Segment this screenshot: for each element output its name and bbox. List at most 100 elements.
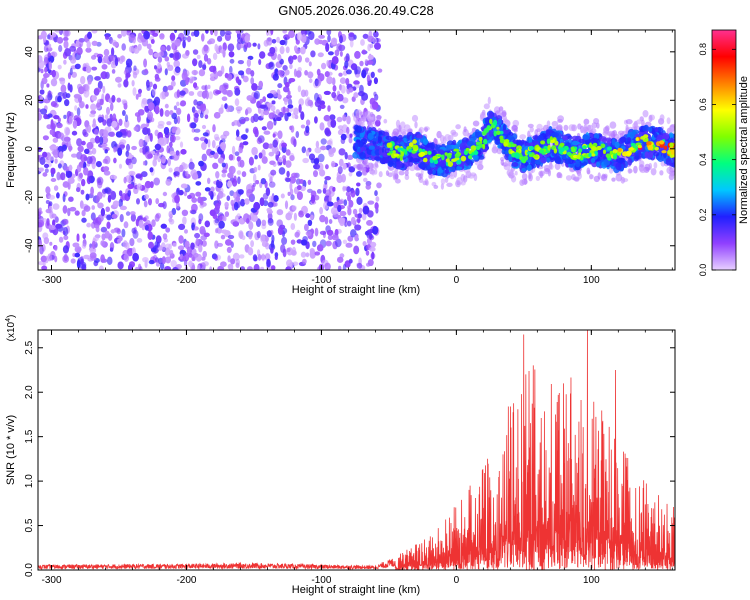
signal-halo-mark [433,184,439,189]
noise-mark [83,254,91,260]
noise-mark [76,187,81,193]
noise-mark [334,49,340,57]
noise-mark [166,61,170,67]
noise-mark [111,47,115,57]
noise-mark [337,93,344,102]
noise-mark [165,256,172,264]
signal-peak-mark [412,144,419,150]
noise-mark [81,178,86,187]
noise-mark [136,198,140,205]
noise-mark [296,191,303,201]
noise-mark [191,106,196,113]
noise-mark [118,118,123,126]
noise-mark [74,105,78,111]
noise-mark [315,140,320,148]
noise-mark [180,79,187,87]
noise-mark [74,210,80,216]
signal-band-mark [642,125,647,132]
noise-mark [63,59,67,65]
noise-mark [194,232,201,239]
noise-mark [253,90,260,100]
noise-mark [338,217,345,224]
noise-mark [271,265,276,270]
signal-halo-mark [666,166,673,175]
noise-mark [91,123,97,128]
noise-mark [90,103,97,111]
noise-mark [203,54,209,62]
noise-mark [121,43,126,51]
noise-mark [289,125,293,130]
noise-mark [308,78,313,84]
noise-mark [121,99,127,104]
noise-mark [188,161,195,170]
noise-mark [305,149,310,157]
noise-mark [337,256,344,263]
noise-mark [215,171,220,179]
signal-peak-mark [493,130,498,137]
noise-mark [210,150,215,155]
noise-mark [91,205,95,210]
noise-mark [319,122,325,131]
noise-mark [293,138,297,148]
noise-mark [361,69,367,79]
noise-mark [179,141,184,148]
noise-mark [332,85,337,92]
noise-mark [86,156,93,165]
noise-mark [91,95,97,101]
noise-mark [85,193,90,201]
noise-mark [142,257,149,263]
signal-band-mark [416,134,424,139]
signal-halo-mark [376,114,382,122]
noise-mark [238,147,243,154]
noise-mark [332,186,336,192]
noise-mark [132,87,137,96]
signal-peak-mark [496,126,500,130]
noise-mark [192,58,198,67]
noise-mark [56,37,64,44]
noise-mark [287,90,291,97]
noise-mark [169,249,174,257]
noise-mark [348,171,353,177]
noise-mark [370,241,377,248]
noise-mark [348,200,354,208]
noise-mark [201,90,207,99]
signal-band-mark [477,155,485,160]
signal-peak-mark [637,144,642,149]
signal-halo-mark [589,173,593,180]
noise-mark [111,95,116,103]
noise-mark [42,151,48,158]
noise-mark [271,39,277,44]
noise-mark [39,156,46,165]
signal-halo-mark [583,120,587,125]
noise-mark [314,78,319,87]
noise-mark [347,220,352,227]
noise-mark [144,105,148,112]
signal-halo-mark [577,172,582,180]
noise-mark [91,66,98,71]
noise-mark [91,160,96,170]
noise-mark [111,120,118,128]
noise-mark [367,35,375,43]
noise-mark [287,104,294,109]
noise-mark [193,30,200,37]
noise-mark [38,211,41,216]
noise-mark [324,262,331,270]
noise-mark [91,40,98,46]
noise-mark [274,147,280,156]
noise-mark [46,83,50,88]
noise-mark [172,126,178,131]
noise-mark [224,211,230,218]
noise-mark [241,235,246,241]
noise-mark [94,128,99,136]
noise-mark [288,30,295,38]
noise-mark [204,220,210,228]
signal-band-mark [472,154,479,161]
noise-mark [291,172,298,178]
noise-mark [289,182,293,191]
noise-mark [222,42,227,52]
noise-mark [77,145,84,153]
noise-mark [173,105,178,111]
noise-mark [214,136,221,141]
signal-peak-mark [528,145,535,151]
noise-mark [51,69,56,78]
